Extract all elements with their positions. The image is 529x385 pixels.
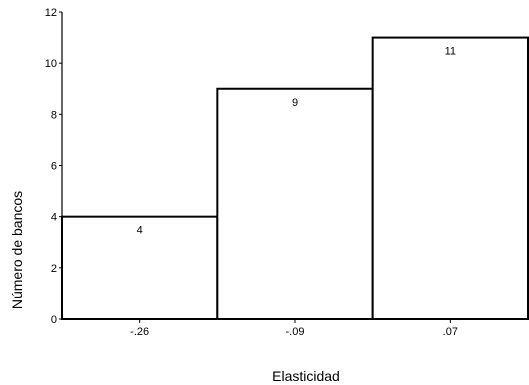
data-label-3: 11 [445,46,456,58]
x-tick-label-1: -.26 [130,326,149,338]
y-axis-title: Número de bancos [9,191,25,309]
y-tick-label-4: 4 [51,212,57,224]
y-tick-label-8: 8 [51,109,57,121]
data-label-2: 9 [292,97,298,109]
bars-group: 4 9 11 [61,36,529,321]
x-axis: -.26 -.09 .07 [62,318,528,338]
bar-1 [61,215,219,321]
y-tick-label-0: 0 [51,314,57,326]
x-tick-label-2: -.09 [286,326,305,338]
bar-3 [371,36,529,320]
x-axis-title: Elasticidad [272,368,340,384]
data-label-1: 4 [137,225,143,237]
x-tick-label-3: .07 [443,326,458,338]
y-tick-label-6: 6 [51,161,57,173]
bar-2 [216,87,374,320]
y-axis: 0 2 4 6 8 10 12 [45,7,63,326]
y-tick-label-2: 2 [51,263,57,275]
y-tick-label-12: 12 [45,7,57,19]
y-tick-label-10: 10 [45,58,57,70]
